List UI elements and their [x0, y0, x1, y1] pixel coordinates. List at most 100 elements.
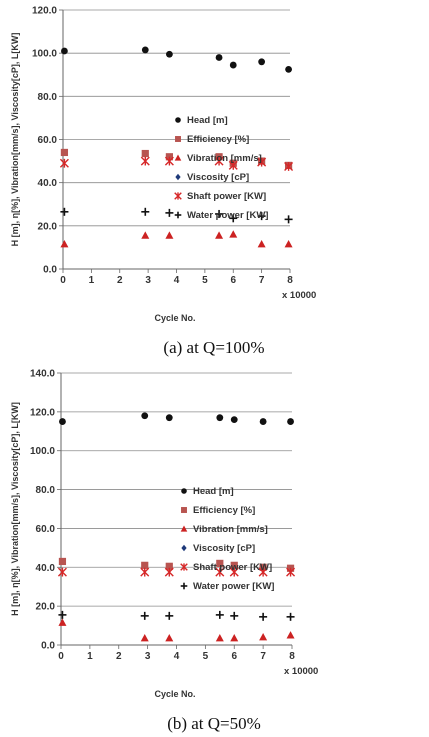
y-tick-label: 60.0 — [38, 135, 58, 146]
y-tick-label: 100.0 — [32, 49, 57, 60]
data-point — [216, 414, 224, 422]
legend-label: Vibration [mm/s] — [193, 524, 268, 535]
data-point — [59, 158, 69, 168]
data-point — [164, 156, 174, 166]
data-point — [284, 215, 293, 224]
legend-label: Viscosity [cP] — [187, 172, 249, 183]
data-point — [141, 149, 149, 158]
x-tick-label: 0 — [58, 651, 64, 662]
data-point — [230, 416, 238, 424]
series-asterisk — [57, 567, 296, 577]
x-tick-label: 1 — [87, 651, 93, 662]
data-point — [60, 148, 69, 157]
legend-label: Viscosity [cP] — [193, 543, 255, 554]
y-axis-title: H [m], η[%], Vibration[mm/s], Viscosity[… — [10, 33, 20, 247]
data-point — [140, 156, 150, 166]
data-point — [215, 231, 224, 239]
series-triangle — [58, 618, 295, 642]
y-tick-label: 20.0 — [36, 602, 56, 613]
x-tick-label: 1 — [89, 275, 95, 286]
data-point — [140, 611, 149, 620]
legend-marker — [181, 544, 187, 552]
x-tick-label: 8 — [289, 651, 295, 662]
y-tick-label: 80.0 — [36, 485, 56, 496]
data-point — [61, 47, 68, 55]
y-tick-label: 0.0 — [43, 265, 57, 276]
x-tick-label: 3 — [145, 275, 151, 286]
y-tick-label: 40.0 — [38, 178, 58, 189]
data-point — [141, 231, 150, 239]
chart-a: 0.0 20.0 40.0 60.0 80.0 100.0 120.0 0 1 2 3 4 5 6 7 8 x … — [10, 6, 316, 358]
data-point — [229, 567, 239, 577]
data-point — [59, 418, 66, 425]
y-tick-label: 40.0 — [36, 563, 56, 574]
x-tick-label: 4 — [174, 651, 180, 662]
series-triangle — [60, 230, 293, 248]
data-point — [165, 208, 174, 217]
series-circle — [59, 412, 294, 425]
data-point — [259, 612, 268, 621]
x-tick-label: 8 — [287, 275, 293, 286]
data-point — [257, 212, 266, 221]
legend-marker — [175, 117, 181, 123]
x-tick-label: 5 — [202, 275, 208, 286]
data-point — [257, 157, 267, 167]
legend-marker — [174, 154, 182, 161]
x-tick-label: 2 — [116, 651, 122, 662]
data-point — [286, 612, 295, 621]
data-point — [284, 239, 293, 248]
data-point — [141, 561, 149, 569]
data-point — [57, 567, 67, 577]
legend-label: Water power [KW] — [193, 581, 274, 592]
data-point — [165, 611, 174, 620]
legend-label: Efficiency [%] — [187, 134, 249, 145]
data-point — [286, 567, 296, 577]
data-point — [285, 65, 292, 73]
data-point — [165, 414, 173, 422]
data-point — [60, 207, 69, 216]
x-tick-label: 3 — [145, 651, 151, 662]
data-point — [286, 631, 295, 639]
y-tick-label: 20.0 — [38, 221, 58, 232]
data-point — [164, 567, 174, 577]
data-point — [229, 61, 237, 69]
series-asterisk — [59, 156, 294, 171]
x-multiplier-label: x 10000 — [284, 666, 318, 677]
legend: Head [m] Efficiency [%] Vibration [mm/s] Vi… — [174, 115, 268, 221]
legend-label: Vibration [mm/s] — [187, 153, 262, 164]
data-point — [141, 46, 149, 54]
data-point — [228, 160, 238, 170]
legend-marker — [180, 525, 188, 532]
y-tick-label: 120.0 — [30, 407, 55, 418]
legend-marker — [174, 211, 182, 219]
data-point — [58, 618, 67, 626]
data-point — [140, 567, 150, 577]
y-tick-label: 100.0 — [30, 446, 55, 457]
data-point — [230, 611, 239, 620]
data-point — [230, 634, 239, 642]
legend-marker — [175, 173, 181, 181]
legend-label: Shaft power [KW] — [187, 191, 266, 202]
data-point — [140, 634, 149, 642]
data-point — [229, 230, 238, 238]
data-point — [215, 610, 224, 619]
data-point — [258, 567, 268, 577]
legend-marker — [180, 563, 188, 571]
legend-marker — [174, 192, 182, 200]
legend-marker — [180, 582, 188, 590]
x-multiplier-label: x 10000 — [282, 290, 316, 301]
legend-marker — [181, 488, 187, 494]
legend-label: Head [m] — [193, 486, 234, 497]
data-point — [215, 54, 223, 61]
data-point — [258, 58, 266, 66]
data-point — [287, 418, 294, 425]
series-plus — [58, 610, 295, 621]
legend: Head [m] Efficiency [%] Vibration [mm/s] Vi… — [180, 486, 274, 592]
data-point — [259, 418, 267, 425]
y-axis-title: H [m], η[%], Vibration[mm/s], Viscosity[… — [10, 402, 20, 616]
x-axis-title: Cycle No. — [154, 313, 195, 323]
x-axis-title: Cycle No. — [154, 689, 195, 699]
data-point — [284, 161, 294, 171]
data-point — [58, 557, 67, 566]
